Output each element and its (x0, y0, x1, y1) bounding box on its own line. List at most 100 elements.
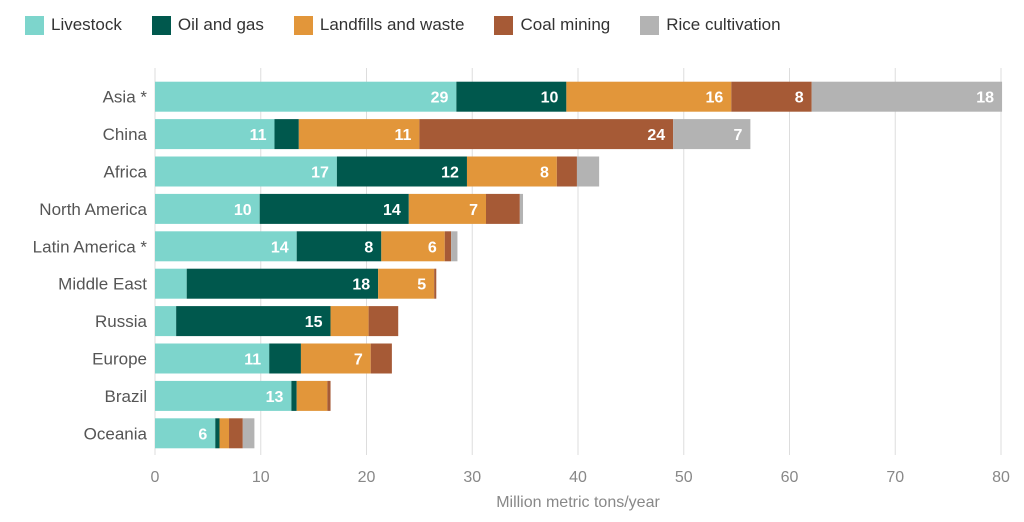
bar-segment-landfills-and-waste (381, 231, 445, 262)
data-label: 8 (540, 165, 549, 182)
category-label: Asia * (103, 88, 148, 107)
legend-label-landfills-and-waste: Landfills and waste (319, 15, 465, 34)
category-label: Latin America * (33, 237, 148, 256)
bar-segment-livestock (155, 193, 260, 224)
bar-segment-landfills-and-waste (330, 306, 369, 337)
legend-item-rice-cultivation: Rice cultivation (640, 15, 781, 35)
bar-segment-rice-cultivation (811, 81, 1003, 112)
bar-segment-landfills-and-waste (378, 268, 435, 299)
legend-label-oil-and-gas: Oil and gas (177, 15, 264, 34)
bar-segment-oil-and-gas (215, 418, 220, 449)
data-label: 6 (428, 239, 437, 256)
bar-segment-coal-mining (229, 418, 243, 449)
bar-segment-coal-mining (327, 380, 331, 411)
legend-label-coal-mining: Coal mining (520, 15, 611, 34)
bar-segment-coal-mining (444, 231, 452, 262)
category-label: Brazil (104, 387, 147, 406)
data-label: 24 (647, 127, 665, 144)
bar-segment-coal-mining (434, 268, 437, 299)
bar-segment-rice-cultivation (242, 418, 255, 449)
data-label: 10 (541, 90, 559, 107)
category-label: North America (39, 200, 147, 219)
bar-segment-rice-cultivation (576, 156, 600, 187)
bar-segment-livestock (155, 343, 270, 374)
data-label: 7 (354, 352, 363, 369)
category-label: Africa (104, 163, 148, 182)
legend-item-livestock: Livestock (25, 15, 122, 35)
bar-segment-oil-and-gas (274, 119, 299, 150)
legend-item-coal-mining: Coal mining (494, 15, 610, 35)
data-label: 14 (383, 202, 401, 219)
data-label: 14 (271, 239, 289, 256)
bar-segment-landfills-and-waste (300, 343, 371, 374)
bar-segment-livestock (155, 119, 275, 150)
data-label: 11 (244, 352, 261, 369)
data-label: 16 (706, 90, 724, 107)
bar-segment-livestock (155, 306, 177, 337)
bar-segment-rice-cultivation (451, 231, 458, 262)
x-tick-label: 40 (569, 469, 587, 486)
data-label: 8 (364, 239, 373, 256)
legend-swatch-oil-and-gas (151, 15, 171, 35)
category-label: Oceania (84, 424, 148, 443)
data-label: 17 (311, 165, 329, 182)
x-tick-label: 0 (151, 469, 160, 486)
bar-segment-oil-and-gas (291, 380, 297, 411)
bar-segment-coal-mining (485, 193, 520, 224)
bar-segment-livestock (155, 231, 297, 262)
bar-segment-oil-and-gas (336, 156, 467, 187)
bar-segment-oil-and-gas (296, 231, 382, 262)
bar-segment-coal-mining (370, 343, 392, 374)
data-label: 10 (234, 202, 252, 219)
data-label: 18 (976, 90, 994, 107)
bar-segment-coal-mining (556, 156, 577, 187)
data-label: 13 (266, 389, 284, 406)
bar-segment-landfills-and-waste (296, 380, 328, 411)
bar-segment-landfills-and-waste (566, 81, 732, 112)
bar-segment-coal-mining (419, 119, 674, 150)
legend-swatch-landfills-and-waste (293, 15, 313, 35)
data-label: 11 (394, 127, 411, 144)
bar-segment-landfills-and-waste (466, 156, 557, 187)
x-tick-label: 10 (252, 469, 270, 486)
bars (155, 81, 1003, 449)
chart-legend: Livestock Oil and gas Landfills and wast… (25, 12, 811, 38)
bar-segment-livestock (155, 380, 292, 411)
data-label: 29 (431, 90, 449, 107)
bar-segment-oil-and-gas (259, 193, 409, 224)
category-label: Middle East (58, 275, 147, 294)
x-tick-label: 70 (886, 469, 904, 486)
data-label: 6 (198, 426, 207, 443)
bar-segment-landfills-and-waste (298, 119, 420, 150)
category-label: Russia (95, 312, 148, 331)
bar-segment-rice-cultivation (519, 193, 524, 224)
x-tick-label: 60 (781, 469, 799, 486)
bar-segment-landfills-and-waste (408, 193, 486, 224)
data-label: 7 (733, 127, 742, 144)
legend-item-landfills-and-waste: Landfills and waste (293, 15, 465, 35)
legend-label-rice-cultivation: Rice cultivation (666, 15, 781, 34)
x-tick-label: 20 (358, 469, 376, 486)
x-axis-title: Million metric tons/year (496, 494, 660, 511)
legend-swatch-coal-mining (494, 15, 514, 35)
x-tick-label: 30 (463, 469, 481, 486)
legend-item-oil-and-gas: Oil and gas (151, 15, 264, 35)
data-label: 18 (352, 277, 370, 294)
x-tick-label: 80 (992, 469, 1010, 486)
bar-segment-landfills-and-waste (219, 418, 230, 449)
bar-segment-livestock (155, 81, 457, 112)
bar-segment-oil-and-gas (186, 268, 379, 299)
data-label: 11 (250, 127, 267, 144)
data-label: 15 (305, 314, 323, 331)
bar-segment-coal-mining (731, 81, 812, 112)
bar-segment-oil-and-gas (269, 343, 301, 374)
data-label: 12 (441, 165, 459, 182)
data-label: 7 (469, 202, 478, 219)
data-label: 8 (795, 90, 804, 107)
bar-segment-oil-and-gas (176, 306, 331, 337)
data-label: 5 (417, 277, 426, 294)
legend-swatch-rice-cultivation (640, 15, 660, 35)
legend-label-livestock: Livestock (51, 15, 122, 34)
legend-swatch-livestock (25, 15, 44, 35)
